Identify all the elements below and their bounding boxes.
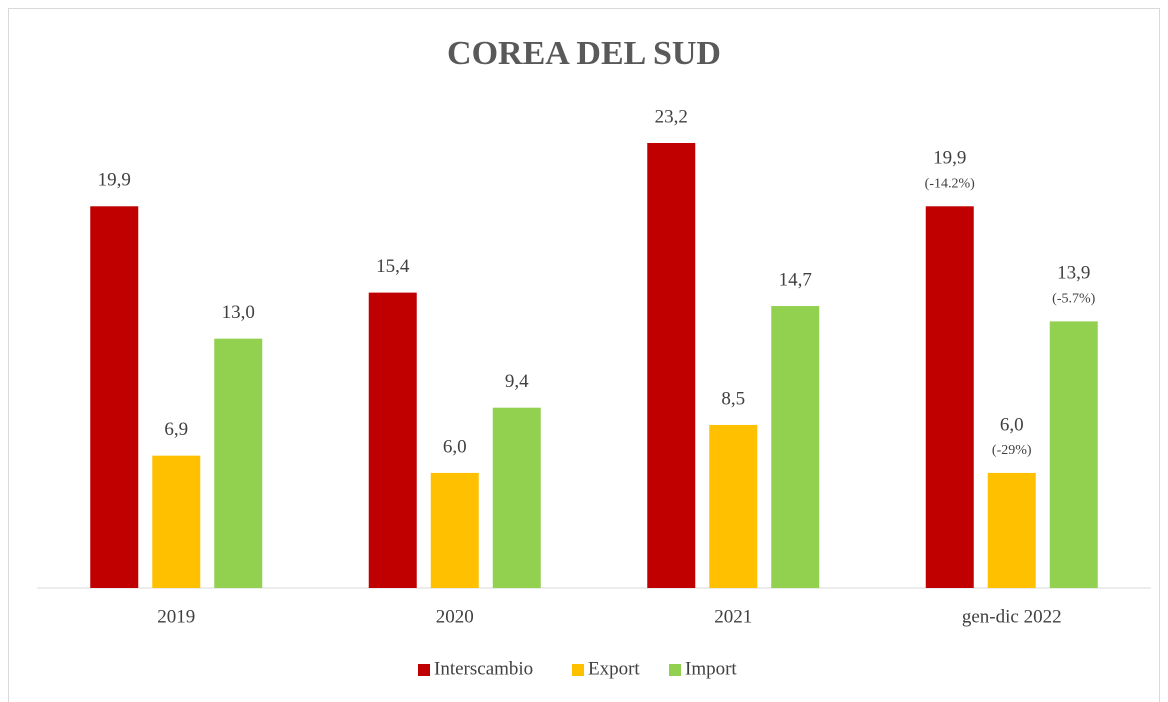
data-note: (-5.7%) (1052, 292, 1095, 307)
data-label: 19,9 (98, 170, 131, 191)
data-label: 13,9 (1057, 263, 1090, 284)
bar (492, 407, 541, 588)
data-label: 8,5 (721, 388, 745, 409)
data-label: 23,2 (655, 106, 688, 127)
chart-border (8, 8, 1160, 702)
x-tick-label: 2020 (436, 606, 474, 627)
data-note: (-29%) (992, 443, 1032, 458)
data-label: 6,0 (1000, 414, 1024, 435)
x-tick-label: gen-dic 2022 (962, 606, 1062, 627)
data-label: 6,9 (164, 419, 188, 440)
chart-title: COREA DEL SUD (447, 35, 721, 72)
bar (430, 472, 479, 588)
bar (368, 292, 417, 588)
bar (214, 338, 263, 588)
data-label: 6,0 (443, 436, 467, 457)
x-tick-label: 2021 (714, 606, 752, 627)
bar (1049, 321, 1098, 588)
bar (987, 472, 1036, 588)
bar (647, 143, 696, 588)
legend-swatch (572, 664, 584, 676)
legend-label: Import (685, 658, 737, 679)
x-tick-label: 2019 (157, 606, 195, 627)
bar (90, 206, 139, 588)
data-label: 15,4 (376, 256, 410, 277)
data-label: 14,7 (779, 269, 812, 290)
bar (925, 206, 974, 588)
legend-label: Export (588, 658, 640, 679)
legend-swatch (418, 664, 430, 676)
data-label: 13,0 (222, 302, 255, 323)
bar (771, 306, 820, 588)
data-label: 19,9 (933, 148, 966, 169)
legend-swatch (669, 664, 681, 676)
data-note: (-14.2%) (925, 177, 975, 192)
data-label: 9,4 (505, 371, 529, 392)
bar (152, 455, 201, 588)
bar (709, 424, 758, 588)
legend-label: Interscambio (434, 658, 533, 679)
